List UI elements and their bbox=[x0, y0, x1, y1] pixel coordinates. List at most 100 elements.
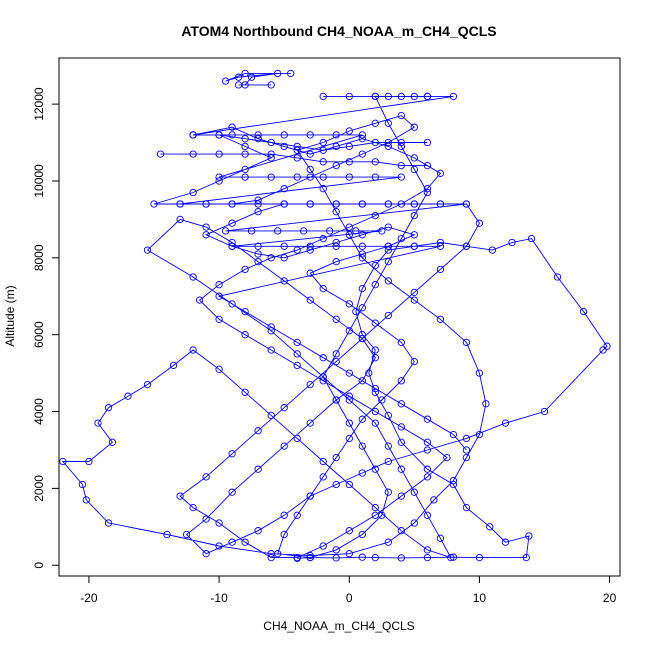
data-point bbox=[293, 338, 301, 347]
data-point bbox=[397, 92, 405, 101]
data-point bbox=[449, 92, 458, 101]
data-point bbox=[306, 242, 314, 250]
data-point bbox=[384, 246, 392, 254]
data-point bbox=[436, 534, 445, 542]
data-point bbox=[332, 258, 340, 266]
data-point bbox=[410, 231, 418, 239]
data-point bbox=[410, 200, 418, 208]
data-point bbox=[371, 158, 379, 166]
data-point bbox=[228, 450, 236, 458]
data-point bbox=[371, 319, 379, 327]
data-point bbox=[241, 69, 249, 78]
data-point bbox=[267, 323, 275, 331]
data-point bbox=[215, 173, 223, 181]
data-point bbox=[59, 457, 67, 466]
data-point bbox=[215, 292, 223, 300]
y-tick-label: 10000 bbox=[32, 164, 46, 198]
x-tick-label: 10 bbox=[473, 591, 487, 605]
data-point bbox=[462, 503, 471, 512]
y-tick-label: 6000 bbox=[32, 321, 46, 348]
data-point bbox=[319, 373, 327, 381]
series-line bbox=[61, 95, 608, 559]
data-point bbox=[371, 119, 379, 127]
data-point bbox=[384, 442, 392, 450]
y-tick-label: 4000 bbox=[32, 398, 46, 425]
data-point bbox=[423, 465, 432, 473]
data-point bbox=[215, 131, 223, 139]
data-point bbox=[345, 550, 353, 558]
data-point bbox=[540, 407, 549, 416]
data-point bbox=[254, 200, 262, 208]
data-point bbox=[254, 465, 262, 473]
data-point bbox=[384, 138, 392, 147]
data-point bbox=[423, 92, 432, 101]
data-point bbox=[345, 231, 353, 239]
data-point bbox=[397, 161, 405, 170]
data-point bbox=[221, 227, 230, 235]
data-point bbox=[228, 238, 236, 247]
data-point bbox=[254, 527, 262, 535]
data-point bbox=[397, 377, 405, 385]
data-point bbox=[274, 69, 282, 78]
data-point bbox=[449, 480, 458, 489]
data-point bbox=[358, 304, 366, 312]
data-point bbox=[384, 277, 392, 285]
data-point bbox=[603, 342, 611, 350]
data-point bbox=[254, 427, 262, 435]
data-point bbox=[410, 296, 418, 304]
data-point bbox=[241, 307, 249, 316]
data-point bbox=[384, 311, 392, 320]
data-point bbox=[423, 511, 432, 519]
data-point bbox=[293, 350, 301, 358]
data-point bbox=[241, 165, 249, 174]
data-point bbox=[332, 142, 340, 151]
data-point bbox=[345, 396, 353, 404]
data-point bbox=[228, 242, 236, 250]
data-point bbox=[358, 250, 366, 258]
data-point bbox=[332, 357, 340, 366]
data-point bbox=[358, 231, 366, 239]
data-point bbox=[274, 227, 282, 235]
data-point bbox=[332, 554, 340, 562]
data-point bbox=[423, 473, 432, 481]
data-point bbox=[384, 488, 392, 496]
data-point bbox=[443, 453, 451, 462]
data-point bbox=[332, 396, 340, 404]
data-point bbox=[267, 173, 275, 181]
data-point bbox=[319, 377, 327, 385]
data-point bbox=[436, 242, 445, 250]
data-points bbox=[59, 69, 611, 562]
data-point bbox=[156, 150, 165, 158]
data-point bbox=[332, 131, 340, 139]
series-lines bbox=[61, 72, 608, 559]
data-point bbox=[410, 92, 418, 101]
data-point bbox=[215, 281, 223, 289]
series-line bbox=[160, 153, 428, 167]
data-point bbox=[525, 532, 533, 540]
data-point bbox=[345, 142, 353, 151]
data-point bbox=[397, 438, 405, 446]
data-point bbox=[241, 265, 249, 274]
data-point bbox=[358, 254, 366, 262]
data-point bbox=[332, 546, 340, 554]
data-point bbox=[215, 150, 223, 158]
data-point bbox=[384, 411, 392, 420]
data-point bbox=[254, 131, 262, 139]
data-point bbox=[319, 185, 327, 193]
data-point bbox=[553, 273, 562, 281]
data-point bbox=[397, 111, 405, 120]
y-tick-label: 8000 bbox=[32, 244, 46, 271]
y-axis-label: Altitude (m) bbox=[3, 285, 17, 346]
data-point bbox=[358, 131, 366, 139]
data-point bbox=[371, 173, 379, 181]
data-point bbox=[85, 457, 93, 466]
x-axis: -20 -10 0 10 20 bbox=[80, 575, 617, 605]
data-point bbox=[189, 503, 197, 512]
data-point bbox=[423, 553, 432, 562]
data-point bbox=[241, 135, 249, 143]
data-point bbox=[104, 519, 113, 527]
data-point bbox=[371, 138, 379, 147]
data-point bbox=[254, 208, 262, 216]
data-point bbox=[423, 185, 432, 193]
data-point bbox=[215, 519, 223, 527]
